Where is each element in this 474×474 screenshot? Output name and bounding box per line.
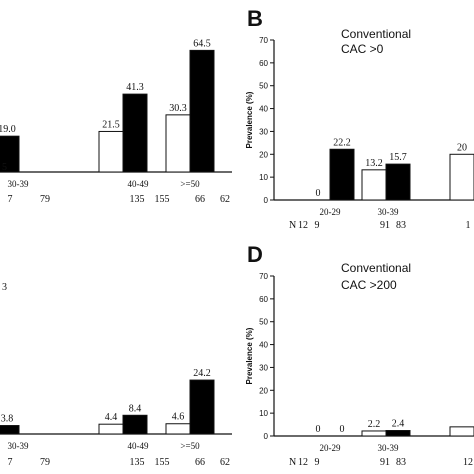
bar [0, 135, 20, 173]
bar-value-label: 24.2 [193, 368, 211, 379]
y-tick-label: 60 [259, 59, 268, 68]
cropped-mark: 3 [2, 282, 7, 293]
n-value: 83 [396, 457, 406, 468]
n-value: 7 [8, 194, 13, 205]
chart-subtitle: CAC >0 [341, 42, 384, 56]
bar [449, 153, 474, 201]
y-tick-label: 30 [259, 363, 268, 372]
y-tick-label: 70 [259, 272, 268, 281]
category-label: >=50 [180, 179, 200, 189]
n-value: 91 [380, 220, 390, 231]
n-label: N [289, 457, 296, 468]
n-label: N [289, 220, 296, 231]
n-value: 135 [130, 194, 145, 205]
y-axis-title: Prevalence (%) [245, 327, 254, 384]
n-value: 79 [40, 194, 50, 205]
bar-value-label: 2.4 [392, 419, 405, 430]
bar-value-label: 2.2 [368, 419, 381, 430]
bar [122, 93, 148, 173]
bar [385, 430, 411, 437]
n-value: 83 [396, 220, 406, 231]
bar-value-label: 22.2 [333, 137, 351, 148]
y-tick-label: 40 [259, 341, 268, 350]
bar-value-label: 4.4 [105, 412, 118, 423]
bar-value-label: 21.5 [102, 119, 120, 130]
n-value: 62 [220, 194, 230, 205]
category-label: 40-49 [128, 441, 149, 451]
bar [165, 114, 191, 173]
bar-value-label: 0 [340, 424, 345, 435]
category-label: 30-39 [378, 443, 399, 453]
bar [0, 425, 20, 435]
y-tick-label: 0 [264, 196, 269, 205]
bar [165, 423, 191, 435]
n-value: 79 [40, 457, 50, 468]
category-label: 20-29 [320, 207, 341, 217]
n-value: 62 [220, 457, 230, 468]
n-value: 91 [380, 457, 390, 468]
y-tick-label: 70 [259, 36, 268, 45]
y-tick-label: 30 [259, 127, 268, 136]
chart-subtitle: CAC >200 [341, 278, 397, 292]
y-tick-label: 10 [259, 173, 268, 182]
bar [189, 49, 215, 173]
n-value: 66 [195, 457, 205, 468]
bar-value-label: 20 [457, 142, 467, 153]
category-label: >=50 [180, 441, 200, 451]
n-value: 1 [466, 220, 471, 231]
bar-value-label: 0 [316, 424, 321, 435]
n-value: 135 [130, 457, 145, 468]
y-tick-label: 0 [264, 432, 269, 441]
chart-title: Conventional [341, 261, 411, 275]
y-tick-label: 10 [259, 409, 268, 418]
bar [449, 426, 474, 437]
bar-value-label: 15.7 [389, 152, 407, 163]
n-value: 12 [298, 457, 308, 468]
panel-label: D [247, 242, 263, 267]
bar-value-label: 19.0 [0, 124, 16, 135]
n-value: 12 [463, 457, 473, 468]
bar [361, 169, 387, 201]
category-label: 20-29 [320, 443, 341, 453]
bar-value-label: 3.8 [1, 414, 14, 425]
bar-value-label: 41.3 [126, 82, 144, 93]
bar-value-label: 0 [316, 188, 321, 199]
bar-value-label: 13.2 [365, 158, 383, 169]
panel-label: B [247, 6, 263, 31]
bar [329, 148, 355, 201]
y-axis-title: Prevalence (%) [245, 91, 254, 148]
n-value: 12 [298, 220, 308, 231]
category-label: 30-39 [8, 179, 29, 189]
bar [361, 430, 387, 437]
bar [189, 379, 215, 435]
bar-value-label: 4.6 [172, 412, 185, 423]
y-tick-label: 60 [259, 295, 268, 304]
n-value: 7 [8, 457, 13, 468]
y-tick-label: 40 [259, 105, 268, 114]
bar [98, 423, 124, 435]
category-label: 40-49 [128, 179, 149, 189]
y-tick-label: 20 [259, 150, 268, 159]
n-value: 155 [155, 194, 170, 205]
bar-value-label: 8.4 [129, 403, 142, 414]
category-label: 30-39 [8, 441, 29, 451]
bar [385, 163, 411, 201]
n-value: 155 [155, 457, 170, 468]
cropped-mark: 5 [2, 162, 7, 173]
bar [98, 130, 124, 173]
bar [122, 414, 148, 435]
y-tick-label: 50 [259, 82, 268, 91]
chart-title: Conventional [341, 27, 411, 41]
n-value: 66 [195, 194, 205, 205]
bar-value-label: 30.3 [169, 103, 187, 114]
y-tick-label: 50 [259, 318, 268, 327]
n-value: 9 [315, 457, 320, 468]
n-value: 9 [315, 220, 320, 231]
bar-value-label: 64.5 [193, 38, 211, 49]
y-tick-label: 20 [259, 386, 268, 395]
category-label: 30-39 [378, 207, 399, 217]
